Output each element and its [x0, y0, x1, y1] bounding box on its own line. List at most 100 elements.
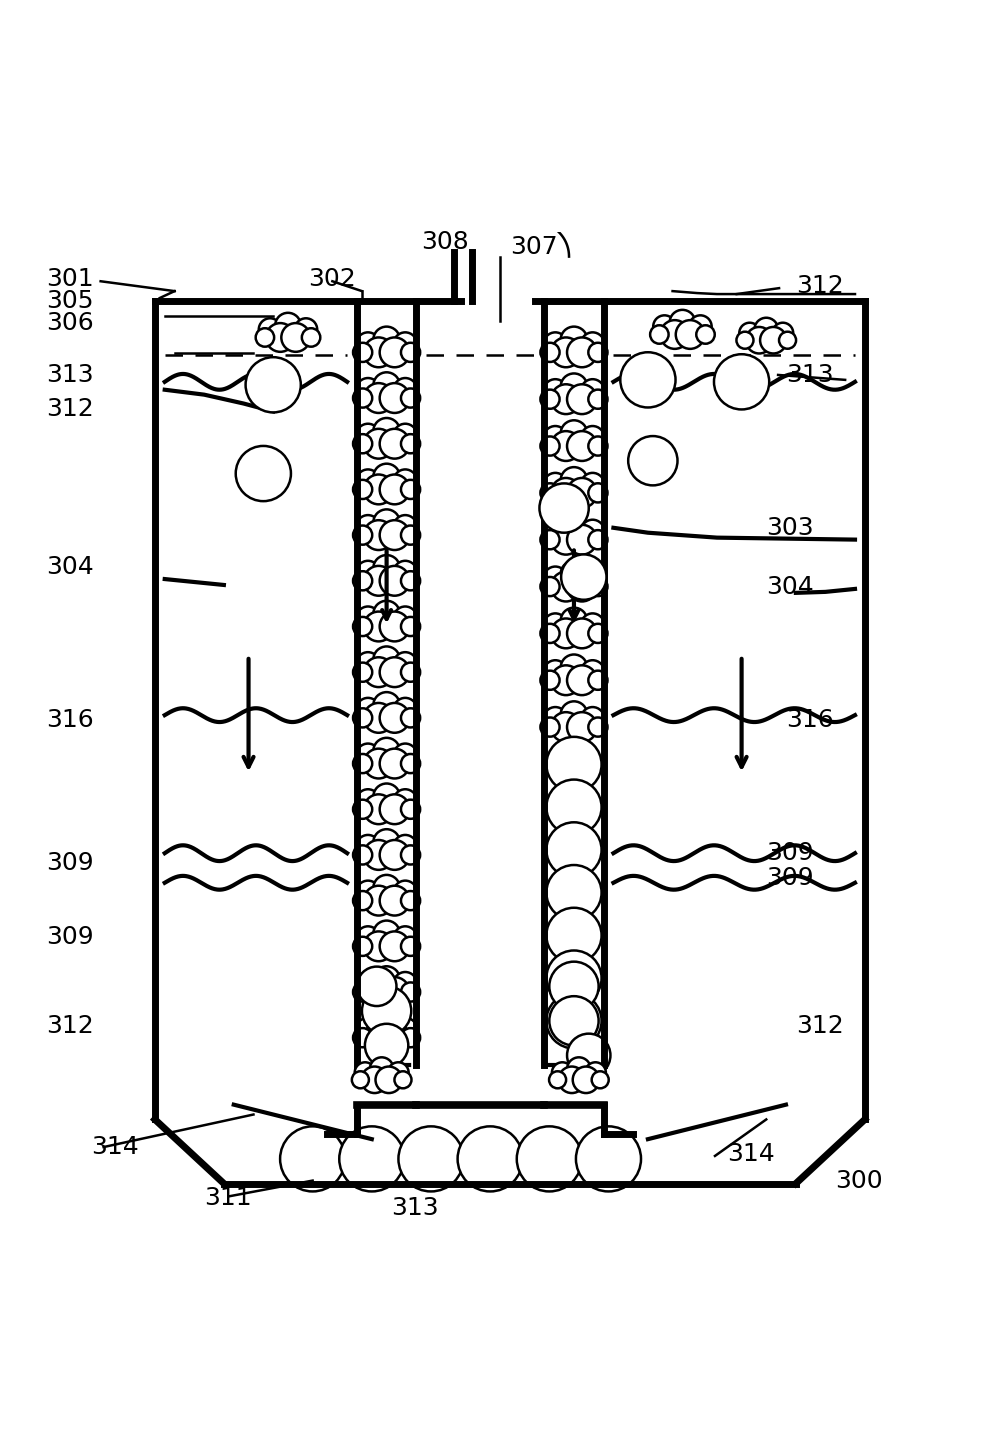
- Circle shape: [676, 320, 704, 349]
- Circle shape: [364, 657, 394, 687]
- Text: 314: 314: [727, 1143, 775, 1166]
- Circle shape: [581, 473, 604, 496]
- Circle shape: [544, 613, 567, 637]
- Circle shape: [356, 697, 380, 721]
- Circle shape: [373, 647, 400, 673]
- Circle shape: [394, 652, 417, 676]
- Circle shape: [355, 1063, 376, 1083]
- Circle shape: [540, 624, 560, 642]
- Circle shape: [588, 624, 608, 642]
- Circle shape: [353, 892, 372, 911]
- Circle shape: [588, 436, 608, 455]
- Text: 301: 301: [46, 267, 94, 291]
- Circle shape: [551, 338, 581, 367]
- Circle shape: [401, 525, 420, 545]
- Circle shape: [517, 1127, 582, 1192]
- Circle shape: [394, 972, 417, 996]
- Text: 309: 309: [46, 851, 94, 874]
- Circle shape: [670, 310, 695, 335]
- Circle shape: [544, 380, 567, 403]
- Circle shape: [401, 1028, 420, 1047]
- Circle shape: [540, 342, 560, 362]
- Circle shape: [540, 531, 560, 550]
- Circle shape: [746, 326, 772, 354]
- Circle shape: [380, 840, 409, 870]
- Circle shape: [364, 521, 394, 550]
- Circle shape: [551, 384, 581, 415]
- Circle shape: [353, 845, 372, 864]
- Circle shape: [561, 374, 587, 400]
- Circle shape: [394, 744, 417, 767]
- Circle shape: [356, 378, 380, 402]
- Circle shape: [401, 892, 420, 911]
- Circle shape: [544, 426, 567, 450]
- Circle shape: [353, 937, 372, 956]
- Circle shape: [364, 566, 394, 596]
- Circle shape: [544, 708, 567, 731]
- Circle shape: [585, 1063, 606, 1083]
- Circle shape: [394, 470, 417, 493]
- Circle shape: [546, 993, 602, 1048]
- Circle shape: [714, 354, 769, 409]
- Circle shape: [546, 780, 602, 835]
- Circle shape: [236, 447, 291, 502]
- Circle shape: [380, 474, 409, 505]
- Text: 305: 305: [46, 289, 94, 313]
- Circle shape: [561, 513, 587, 541]
- Circle shape: [588, 390, 608, 409]
- Circle shape: [567, 384, 597, 415]
- Circle shape: [373, 464, 400, 490]
- Circle shape: [551, 619, 581, 648]
- Circle shape: [567, 525, 597, 554]
- Circle shape: [567, 478, 597, 507]
- Circle shape: [401, 480, 420, 499]
- Circle shape: [380, 338, 409, 367]
- Text: 300: 300: [835, 1169, 883, 1192]
- Text: 302: 302: [308, 267, 355, 291]
- Circle shape: [567, 1034, 610, 1077]
- Circle shape: [772, 323, 793, 344]
- Circle shape: [739, 323, 760, 344]
- Circle shape: [588, 577, 608, 596]
- Circle shape: [394, 606, 417, 629]
- Circle shape: [256, 328, 274, 347]
- Circle shape: [380, 886, 409, 915]
- Circle shape: [281, 323, 310, 352]
- Circle shape: [373, 738, 400, 764]
- Circle shape: [551, 666, 581, 695]
- Circle shape: [620, 352, 676, 407]
- Circle shape: [540, 577, 560, 596]
- Circle shape: [660, 320, 689, 349]
- Circle shape: [280, 1127, 345, 1192]
- Circle shape: [353, 480, 372, 499]
- Circle shape: [356, 927, 380, 950]
- Circle shape: [561, 326, 587, 354]
- Circle shape: [356, 561, 380, 584]
- Text: 308: 308: [421, 229, 469, 254]
- Circle shape: [567, 338, 597, 367]
- Circle shape: [353, 983, 372, 1002]
- Circle shape: [398, 1127, 464, 1192]
- Circle shape: [581, 708, 604, 731]
- Circle shape: [540, 436, 560, 455]
- Circle shape: [588, 483, 608, 503]
- Circle shape: [567, 431, 597, 461]
- Circle shape: [394, 1072, 411, 1089]
- Circle shape: [380, 521, 409, 550]
- Text: 316: 316: [786, 708, 834, 732]
- Circle shape: [356, 789, 380, 812]
- Circle shape: [540, 718, 560, 737]
- Circle shape: [373, 783, 400, 811]
- Text: 311: 311: [204, 1186, 252, 1211]
- Circle shape: [401, 845, 420, 864]
- Circle shape: [373, 874, 400, 902]
- Circle shape: [401, 434, 420, 454]
- Text: 304: 304: [766, 576, 814, 599]
- Circle shape: [401, 937, 420, 956]
- Circle shape: [353, 434, 372, 454]
- Circle shape: [544, 660, 567, 683]
- Circle shape: [394, 423, 417, 447]
- Circle shape: [689, 315, 712, 338]
- Circle shape: [373, 509, 400, 536]
- Circle shape: [394, 1018, 417, 1041]
